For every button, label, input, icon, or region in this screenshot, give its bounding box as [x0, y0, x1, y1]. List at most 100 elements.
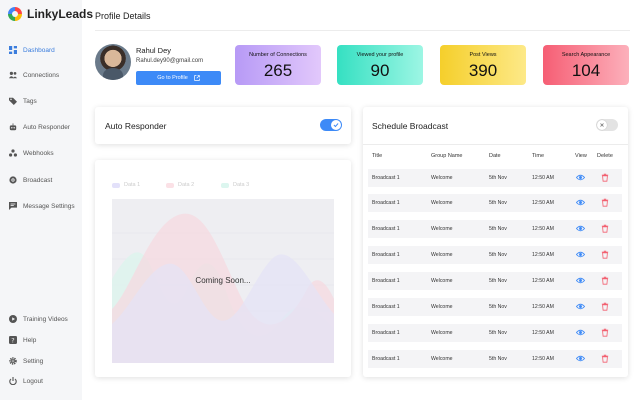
view-eye-icon[interactable] [576, 198, 585, 207]
stat-label: Post Views [469, 52, 497, 58]
sidebar-item-setting[interactable]: Setting [9, 355, 43, 367]
sidebar-item-logout[interactable]: Logout [9, 375, 43, 387]
cell-group-name: Welcome [431, 175, 453, 181]
toggle-knob [597, 120, 607, 130]
sidebar-item-label: Broadcast [23, 176, 53, 184]
sidebar-item-label: Message Settings [23, 202, 75, 210]
logo-icon [8, 7, 22, 21]
schedule-divider [363, 144, 628, 145]
table-row: Broadcast 1 Welcome 5th Nov 12:50 AM [368, 246, 622, 264]
view-eye-icon[interactable] [576, 302, 585, 311]
sidebar-item-broadcast[interactable]: Broadcast [9, 174, 52, 186]
column-header-time: Time [532, 153, 545, 159]
sidebar-item-label: Tags [23, 97, 37, 105]
table-row: Broadcast 1 Welcome 5th Nov 12:50 AM [368, 194, 622, 212]
sidebar-item-label: Connections [23, 71, 60, 79]
table-row: Broadcast 1 Welcome 5th Nov 12:50 AM [368, 298, 622, 316]
legend-label: Data 3 [233, 182, 250, 188]
table-row: Broadcast 1 Welcome 5th Nov 12:50 AM [368, 169, 622, 187]
cell-title: Broadcast 1 [372, 252, 400, 258]
svg-text:?: ? [11, 336, 14, 344]
robot-icon [9, 123, 17, 131]
placeholder-area-chart [112, 213, 334, 363]
schedule-broadcast-toggle[interactable] [596, 119, 618, 131]
sidebar-item-help[interactable]: ? Help [9, 334, 36, 346]
delete-trash-icon[interactable] [601, 173, 609, 182]
cell-group-name: Welcome [431, 200, 453, 206]
view-eye-icon[interactable] [576, 276, 585, 285]
table-row: Broadcast 1 Welcome 5th Nov 12:50 AM [368, 324, 622, 342]
cell-title: Broadcast 1 [372, 278, 400, 284]
logo[interactable]: LinkyLeads [8, 7, 93, 21]
stat-value: 90 [370, 61, 390, 80]
cell-time: 12:50 AM [532, 200, 554, 206]
go-to-profile-button[interactable]: Go to Profile [136, 71, 221, 85]
stat-card-search-appearance: Search Appearance 104 [543, 45, 629, 85]
sidebar-item-training-videos[interactable]: Training Videos [9, 313, 68, 325]
table-row: Broadcast 1 Welcome 5th Nov 12:50 AM [368, 350, 622, 368]
cell-time: 12:50 AM [532, 330, 554, 336]
view-eye-icon[interactable] [576, 173, 585, 182]
schedule-broadcast-title: Schedule Broadcast [372, 121, 449, 131]
coming-soon-message: Coming Soon... [195, 276, 251, 285]
sidebar-item-dashboard[interactable]: Dashboard [9, 44, 55, 56]
legend-swatch [112, 182, 120, 188]
header-divider [95, 30, 630, 31]
cell-group-name: Welcome [431, 252, 453, 258]
sidebar-item-message-settings[interactable]: Message Settings [9, 200, 75, 212]
tag-icon [9, 97, 17, 105]
cell-title: Broadcast 1 [372, 356, 400, 362]
cell-date: 5th Nov [489, 200, 507, 206]
profile-email: Rahul.dey90@gmail.com [136, 58, 204, 64]
sidebar-item-auto-responder[interactable]: Auto Responder [9, 121, 70, 133]
delete-trash-icon[interactable] [601, 354, 609, 363]
cell-date: 5th Nov [489, 330, 507, 336]
delete-trash-icon[interactable] [601, 224, 609, 233]
external-link-icon [194, 75, 200, 81]
stat-label: Search Appearance [561, 52, 611, 58]
view-eye-icon[interactable] [576, 354, 585, 363]
auto-responder-card: Auto Responder [95, 107, 351, 144]
cell-title: Broadcast 1 [372, 175, 400, 181]
go-to-profile-label: Go to Profile [157, 75, 188, 81]
delete-trash-icon[interactable] [601, 198, 609, 207]
auto-responder-title: Auto Responder [105, 121, 167, 131]
cell-date: 5th Nov [489, 304, 507, 310]
stat-label: Viewed your profile [356, 52, 404, 58]
sidebar-item-label: Help [23, 336, 37, 344]
cell-group-name: Welcome [431, 278, 453, 284]
view-eye-icon[interactable] [576, 328, 585, 337]
delete-trash-icon[interactable] [601, 276, 609, 285]
cell-title: Broadcast 1 [372, 304, 400, 310]
stat-label: Number of Connections [249, 52, 307, 58]
stat-value: 104 [571, 61, 601, 80]
cell-date: 5th Nov [489, 278, 507, 284]
sidebar-item-tags[interactable]: Tags [9, 95, 37, 107]
view-eye-icon[interactable] [576, 224, 585, 233]
legend-item-data-1: Data 1 [112, 182, 140, 188]
sidebar-item-connections[interactable]: Connections [9, 69, 59, 81]
webhook-icon [9, 149, 17, 157]
sidebar-item-label: Training Videos [23, 315, 68, 323]
avatar [95, 44, 131, 80]
cell-group-name: Welcome [431, 356, 453, 362]
analytics-chart-card: Data 1 Data 2 Data 3 Coming Soon... [95, 160, 351, 377]
view-eye-icon[interactable] [576, 250, 585, 259]
sidebar-item-webhooks[interactable]: Webhooks [9, 147, 54, 159]
stat-card-profile-views: Viewed your profile 90 [337, 45, 423, 85]
gear-icon [9, 357, 17, 365]
brand-name: LinkyLeads [27, 7, 94, 21]
delete-trash-icon[interactable] [601, 328, 609, 337]
auto-responder-toggle[interactable] [320, 119, 342, 131]
sidebar-item-label: Webhooks [23, 149, 54, 157]
stat-card-post-views: Post Views 390 [440, 45, 526, 85]
stat-value: 390 [468, 61, 498, 80]
cell-time: 12:50 AM [532, 226, 554, 232]
delete-trash-icon[interactable] [601, 250, 609, 259]
column-header-date: Date [489, 153, 501, 159]
delete-trash-icon[interactable] [601, 302, 609, 311]
cell-title: Broadcast 1 [372, 200, 400, 206]
column-header-title: Title [372, 153, 383, 159]
help-icon: ? [9, 336, 17, 344]
cell-time: 12:50 AM [532, 356, 554, 362]
